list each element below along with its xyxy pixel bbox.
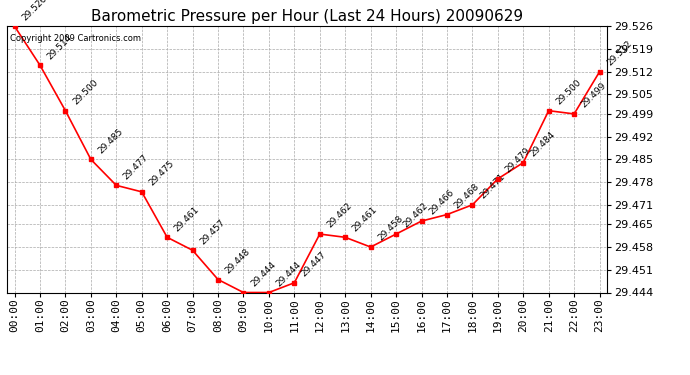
Text: 29.444: 29.444: [275, 260, 303, 288]
Text: Copyright 2009 Cartronics.com: Copyright 2009 Cartronics.com: [10, 34, 141, 43]
Text: 29.484: 29.484: [529, 130, 558, 159]
Text: 29.458: 29.458: [376, 214, 405, 243]
Text: 29.447: 29.447: [300, 250, 328, 279]
Title: Barometric Pressure per Hour (Last 24 Hours) 20090629: Barometric Pressure per Hour (Last 24 Ho…: [91, 9, 523, 24]
Text: 29.448: 29.448: [224, 247, 252, 275]
Text: 29.457: 29.457: [198, 217, 227, 246]
Text: 29.461: 29.461: [351, 205, 380, 233]
Text: 29.499: 29.499: [580, 81, 609, 110]
Text: 29.526: 29.526: [20, 0, 48, 22]
Text: 29.485: 29.485: [97, 127, 125, 155]
Text: 29.462: 29.462: [325, 201, 354, 230]
Text: 29.466: 29.466: [427, 188, 455, 217]
Text: 29.479: 29.479: [504, 146, 532, 175]
Text: 29.461: 29.461: [172, 205, 201, 233]
Text: 29.514: 29.514: [46, 33, 74, 61]
Text: 29.475: 29.475: [147, 159, 176, 188]
Text: 29.477: 29.477: [122, 153, 150, 181]
Text: 29.468: 29.468: [453, 182, 481, 210]
Text: 29.512: 29.512: [605, 39, 633, 68]
Text: 29.444: 29.444: [249, 260, 277, 288]
Text: 29.500: 29.500: [554, 78, 583, 106]
Text: 29.500: 29.500: [71, 78, 99, 106]
Text: 29.462: 29.462: [402, 201, 430, 230]
Text: 29.471: 29.471: [478, 172, 506, 201]
